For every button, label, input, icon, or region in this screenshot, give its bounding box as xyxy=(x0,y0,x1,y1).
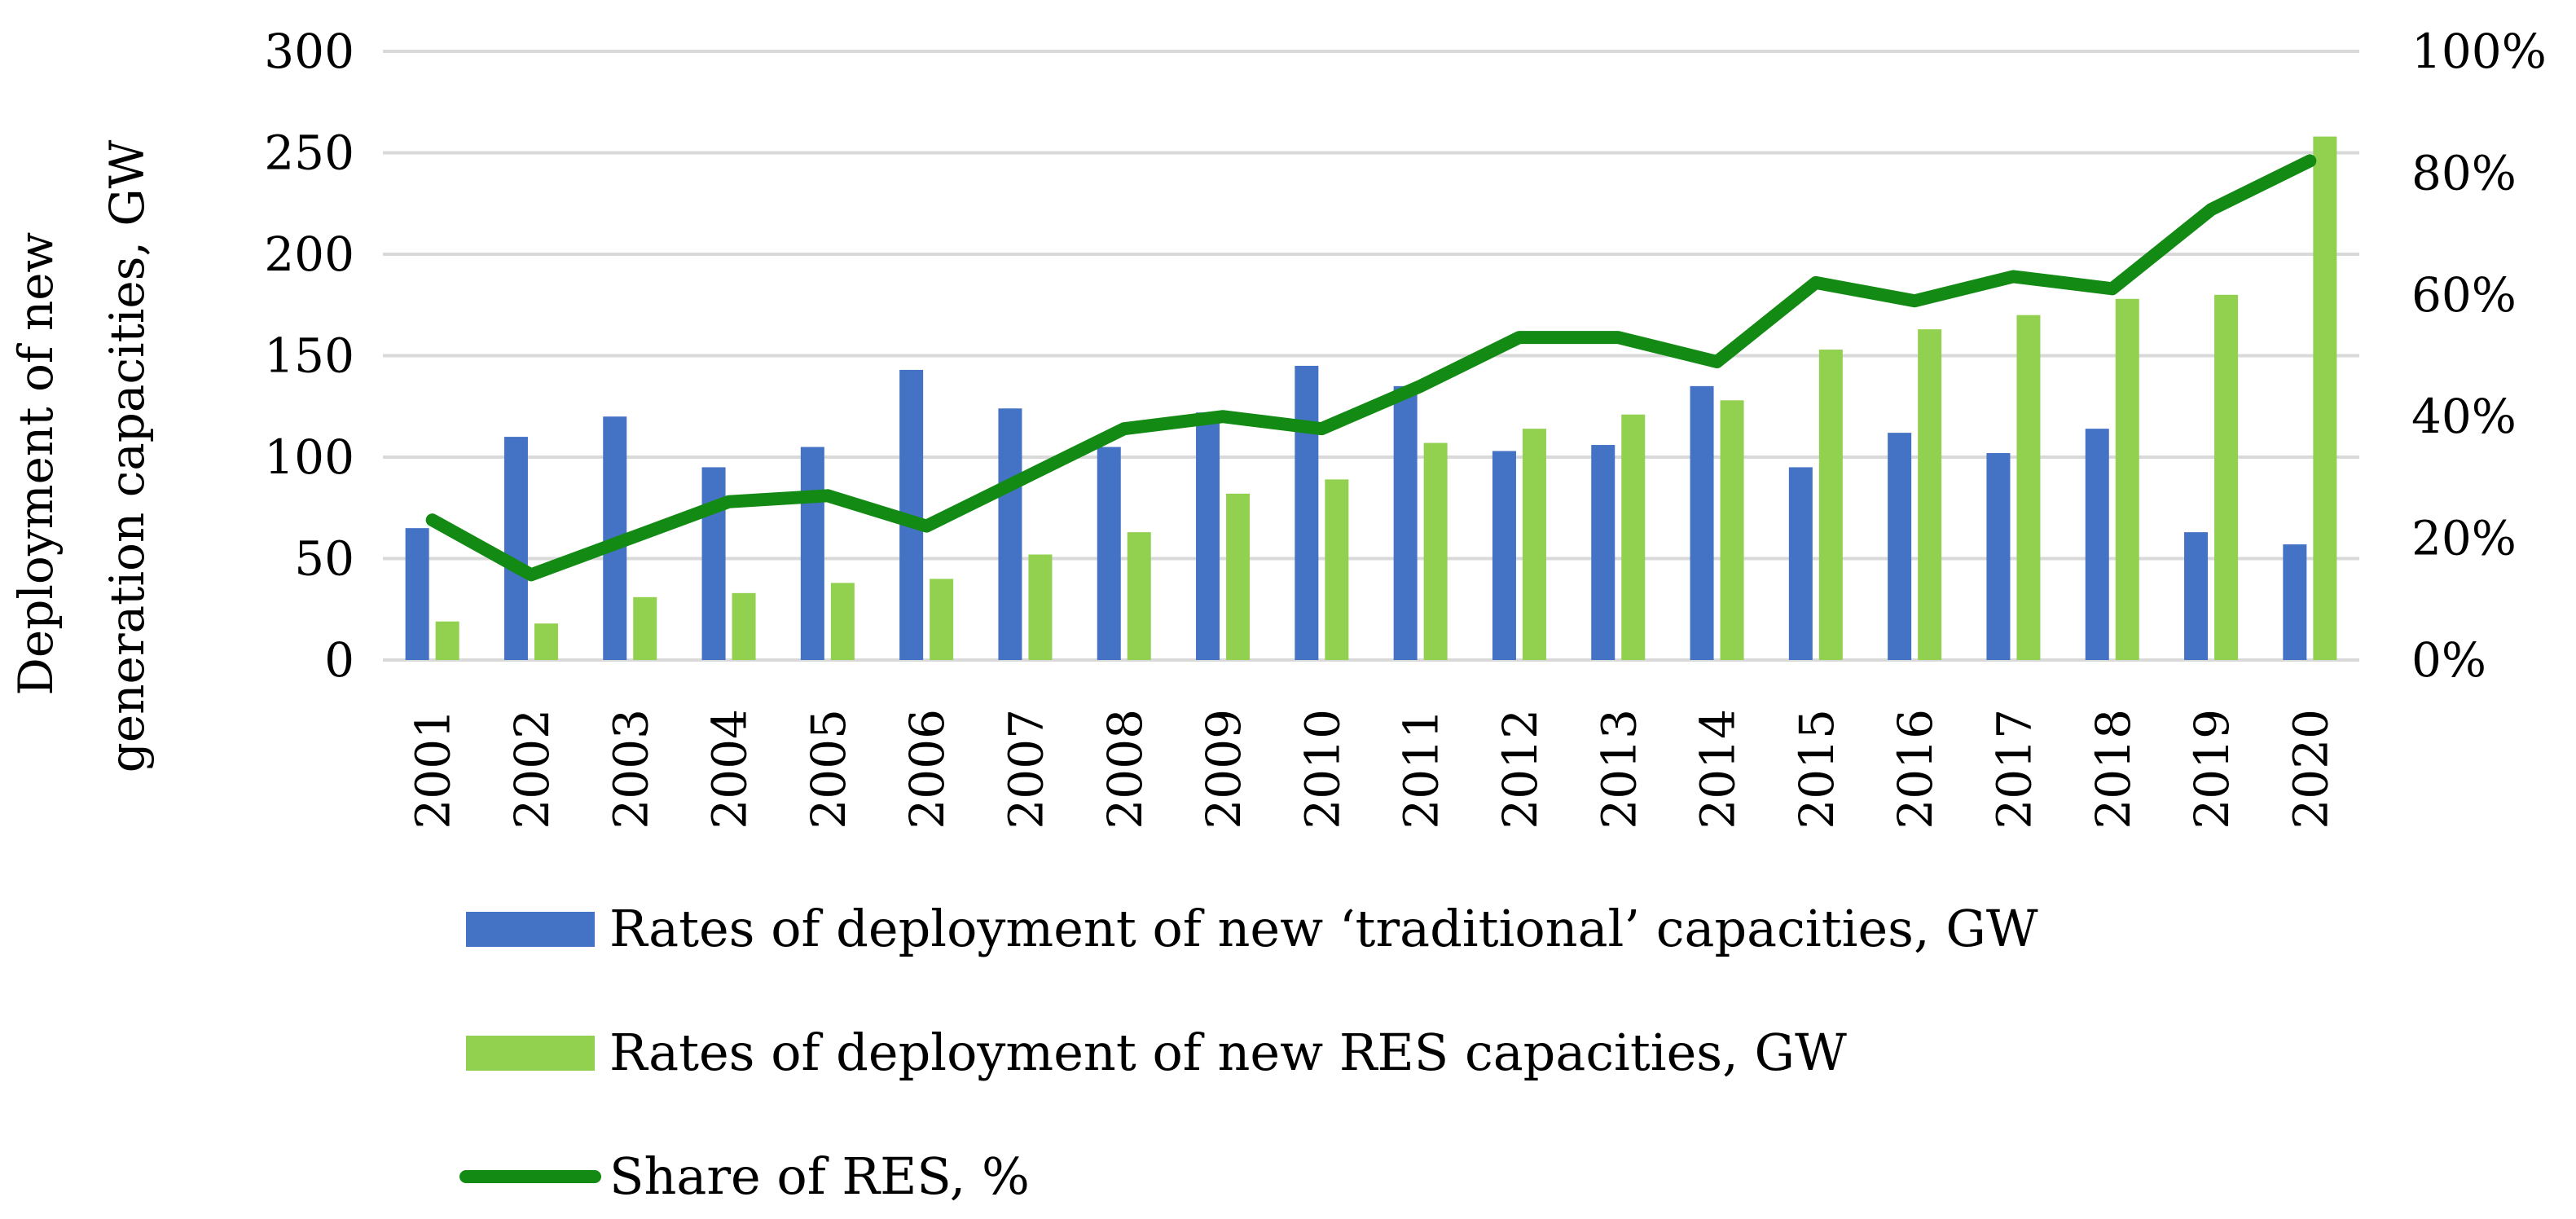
legend-label-traditional: Rates of deployment of new ‘traditional’… xyxy=(609,899,2038,958)
bar-res xyxy=(1423,442,1448,660)
bar-res xyxy=(732,592,756,660)
x-tick-label: 2004 xyxy=(702,709,758,830)
bar-traditional xyxy=(1986,453,2011,660)
bar-res xyxy=(830,583,855,660)
x-tick-label: 2016 xyxy=(1888,709,1943,830)
x-tick-label: 2019 xyxy=(2184,709,2240,830)
bar-traditional xyxy=(2283,544,2307,660)
bar-traditional xyxy=(1492,451,1516,660)
x-tick-label: 2008 xyxy=(1097,709,1153,830)
series-res-bars xyxy=(435,136,2337,660)
bar-res xyxy=(1226,493,1251,660)
gridlines xyxy=(383,50,2359,662)
bar-traditional xyxy=(1591,445,1615,660)
bar-res xyxy=(2313,136,2337,660)
x-tick-label: 2014 xyxy=(1690,709,1746,830)
bar-traditional xyxy=(701,467,726,660)
y-tick-label: 50 xyxy=(294,531,354,587)
y-axis-title-line-2: generation capacities, GW xyxy=(99,139,155,772)
bar-traditional xyxy=(1295,365,1319,660)
y2-tick-label: 0% xyxy=(2411,632,2486,688)
bar-traditional xyxy=(405,528,429,660)
bar-traditional xyxy=(1788,467,1813,660)
bar-res xyxy=(2115,298,2139,660)
bar-traditional xyxy=(1690,385,1714,660)
x-tick-label: 2010 xyxy=(1295,709,1350,830)
y-axis-title: Deployment of new generation capacities,… xyxy=(8,139,155,772)
bar-traditional xyxy=(1888,433,1912,660)
bar-res xyxy=(1522,429,1546,660)
x-axis-ticks: 2001 2002 2003 2004 2005 2006 2007 2008 2009 2010… xyxy=(406,709,2339,830)
x-tick-label: 2011 xyxy=(1394,709,1449,830)
legend-swatch-res xyxy=(466,1036,595,1071)
x-tick-label: 2009 xyxy=(1196,709,1251,830)
x-tick-label: 2007 xyxy=(998,709,1053,830)
x-tick-label: 2003 xyxy=(603,709,658,830)
bar-traditional xyxy=(1196,412,1220,660)
legend-item-res[interactable]: Rates of deployment of new RES capacitie… xyxy=(466,1023,1847,1082)
legend-item-share[interactable]: Share of RES, % xyxy=(459,1146,1030,1206)
bar-res xyxy=(1028,554,1053,660)
bar-res xyxy=(1127,532,1151,660)
bar-res xyxy=(1918,329,1942,660)
bar-traditional xyxy=(2085,429,2109,660)
x-tick-label: 2020 xyxy=(2283,709,2338,830)
y2-tick-label: 20% xyxy=(2411,511,2517,566)
bar-res xyxy=(435,621,459,660)
legend-swatch-traditional xyxy=(466,912,595,947)
legend: Rates of deployment of new ‘traditional’… xyxy=(459,899,2038,1206)
bar-traditional xyxy=(998,408,1022,660)
x-tick-label: 2018 xyxy=(2086,709,2141,830)
left-axis-ticks: 0 50 100 150 200 250 300 xyxy=(264,24,354,688)
bar-res xyxy=(1720,400,1744,660)
legend-item-traditional[interactable]: Rates of deployment of new ‘traditional’… xyxy=(466,899,2038,958)
legend-label-res: Rates of deployment of new RES capacitie… xyxy=(609,1023,1847,1082)
bar-res xyxy=(2016,315,2041,660)
y-tick-label: 300 xyxy=(264,24,354,79)
bar-traditional xyxy=(1393,385,1418,660)
bar-traditional xyxy=(1097,447,1121,660)
x-tick-label: 2012 xyxy=(1492,709,1548,830)
share-line xyxy=(425,154,2317,582)
bar-traditional xyxy=(503,437,528,660)
y2-tick-label: 100% xyxy=(2411,24,2547,79)
y-tick-label: 200 xyxy=(264,227,354,282)
x-tick-label: 2013 xyxy=(1591,709,1646,830)
legend-label-share: Share of RES, % xyxy=(609,1146,1030,1206)
bar-res xyxy=(534,623,558,660)
bar-res xyxy=(1621,414,1646,660)
y-tick-label: 150 xyxy=(264,328,354,384)
x-tick-label: 2017 xyxy=(1986,709,2042,830)
y-tick-label: 0 xyxy=(324,632,354,688)
bar-traditional xyxy=(2184,532,2209,660)
bar-res xyxy=(633,596,657,660)
y2-tick-label: 60% xyxy=(2411,267,2517,323)
x-tick-label: 2006 xyxy=(899,709,955,830)
y-tick-label: 250 xyxy=(264,125,354,181)
series-traditional-bars xyxy=(405,365,2307,660)
series-share-line xyxy=(425,154,2317,582)
y2-tick-label: 40% xyxy=(2411,389,2517,444)
x-tick-label: 2002 xyxy=(504,709,560,830)
bar-res xyxy=(930,579,954,660)
y2-tick-label: 80% xyxy=(2411,145,2517,200)
x-tick-label: 2015 xyxy=(1789,709,1844,830)
y-axis-title-line-1: Deployment of new xyxy=(8,232,64,696)
bar-res xyxy=(2214,294,2239,660)
bar-traditional xyxy=(800,447,824,660)
right-axis-ticks: 0% 20% 40% 60% 80% 100% xyxy=(2411,24,2547,688)
y-tick-label: 100 xyxy=(264,429,354,485)
x-tick-label: 2005 xyxy=(801,709,856,830)
bar-res xyxy=(1325,479,1349,660)
bar-res xyxy=(1818,350,1843,660)
x-tick-label: 2001 xyxy=(406,709,461,830)
